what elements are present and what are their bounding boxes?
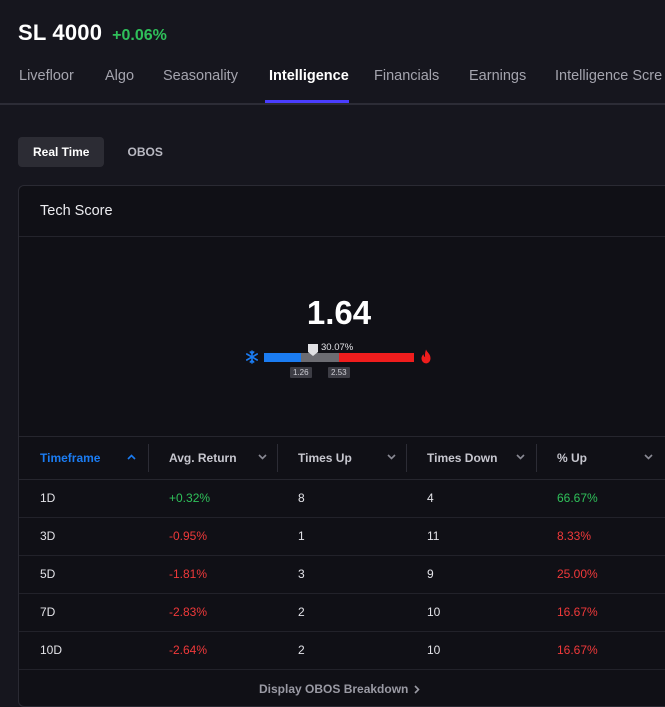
cell-pct-up: 25.00% — [557, 567, 598, 581]
tab-algo[interactable]: Algo — [105, 68, 135, 84]
cell-avg-return: -0.95% — [169, 529, 208, 543]
gauge-hot-segment — [339, 353, 414, 362]
gauge-marker-icon — [308, 344, 318, 356]
cell-pct-up: 16.67% — [557, 643, 598, 657]
cell-times-down: 10 — [427, 643, 441, 657]
cell-times-down: 9 — [427, 567, 434, 581]
cell-timeframe: 1D — [40, 491, 56, 505]
col-header-times-down[interactable]: Times Down — [427, 437, 537, 479]
gauge-low-label: 1.26 — [290, 367, 312, 378]
col-header-label: Times Up — [298, 451, 352, 465]
cell-avg-return: -2.64% — [169, 643, 208, 657]
cell-times-up: 2 — [298, 605, 305, 619]
column-separator — [148, 444, 149, 472]
cell-pct-up: 8.33% — [557, 529, 592, 543]
cell-avg-return: -2.83% — [169, 605, 208, 619]
table-row: 7D -2.83% 2 10 16.67% — [19, 594, 665, 632]
col-header-times-up[interactable]: Times Up — [298, 437, 408, 479]
col-header-label: % Up — [557, 451, 587, 465]
cell-timeframe: 7D — [40, 605, 56, 619]
gauge-cold-segment — [264, 353, 301, 362]
chevron-down-icon — [644, 454, 653, 460]
tab-intelligence[interactable]: Intelligence — [269, 68, 349, 84]
col-header-timeframe[interactable]: Timeframe — [40, 437, 147, 479]
cell-times-up: 8 — [298, 491, 305, 505]
price-change: +0.06% — [112, 27, 167, 44]
table-row: 1D +0.32% 8 4 66.67% — [19, 480, 665, 518]
flame-icon — [421, 349, 431, 364]
gauge-neutral-segment — [301, 353, 339, 362]
main-tabs: Livefloor Algo Seasonality Intelligence … — [0, 60, 665, 105]
cell-pct-up: 66.67% — [557, 491, 598, 505]
tab-seasonality[interactable]: Seasonality — [163, 68, 238, 84]
gauge-high-label: 2.53 — [328, 367, 350, 378]
ticker-header: SL 4000 +0.06% — [18, 20, 167, 46]
link-label: Display OBOS Breakdown — [259, 682, 409, 696]
tech-score-value: 1.64 — [306, 294, 372, 331]
cell-times-up: 1 — [298, 529, 305, 543]
cell-timeframe: 5D — [40, 567, 56, 581]
table-row: 10D -2.64% 2 10 16.67% — [19, 632, 665, 670]
cell-pct-up: 16.67% — [557, 605, 598, 619]
stats-table: Timeframe Avg. Return Times Up Times Dow… — [19, 436, 665, 670]
tech-score-gauge: 30.07% 1.26 2.53 — [245, 341, 435, 381]
cell-times-down: 4 — [427, 491, 434, 505]
snowflake-icon — [245, 350, 258, 364]
cell-times-down: 10 — [427, 605, 441, 619]
subtabs: Real Time OBOS — [18, 137, 178, 167]
ticker-symbol: SL 4000 — [18, 20, 103, 45]
col-header-avg-return[interactable]: Avg. Return — [169, 437, 279, 479]
tab-livefloor[interactable]: Livefloor — [19, 68, 74, 84]
subtab-real-time[interactable]: Real Time — [18, 137, 105, 167]
gauge-percent-label: 30.07% — [321, 342, 354, 353]
tab-intelligence-screener[interactable]: Intelligence Scre — [555, 68, 663, 84]
column-separator — [277, 444, 278, 472]
column-separator — [406, 444, 407, 472]
tab-earnings[interactable]: Earnings — [469, 68, 527, 84]
divider — [19, 236, 665, 237]
table-row: 3D -0.95% 1 11 8.33% — [19, 518, 665, 556]
cell-avg-return: +0.32% — [169, 491, 211, 505]
col-header-label: Times Down — [427, 451, 498, 465]
tech-score-card: Tech Score 1.64 30.07% 1.26 2.53 — [18, 185, 665, 707]
cell-times-up: 3 — [298, 567, 305, 581]
column-separator — [536, 444, 537, 472]
cell-avg-return: -1.81% — [169, 567, 208, 581]
chevron-right-icon — [414, 684, 421, 694]
chevron-down-icon — [516, 454, 525, 460]
chevron-down-icon — [387, 454, 396, 460]
table-header: Timeframe Avg. Return Times Up Times Dow… — [19, 437, 665, 480]
card-title: Tech Score — [40, 203, 113, 219]
tab-financials[interactable]: Financials — [374, 68, 440, 84]
gauge-bar — [264, 353, 414, 362]
col-header-label: Avg. Return — [169, 451, 237, 465]
cell-timeframe: 10D — [40, 643, 63, 657]
cell-times-up: 2 — [298, 643, 305, 657]
table-row: 5D -1.81% 3 9 25.00% — [19, 556, 665, 594]
active-tab-indicator — [265, 100, 349, 103]
cell-times-down: 11 — [427, 529, 440, 543]
cell-timeframe: 3D — [40, 529, 56, 543]
col-header-label: Timeframe — [40, 451, 101, 465]
col-header-pct-up[interactable]: % Up — [557, 437, 657, 479]
subtab-obos[interactable]: OBOS — [127, 145, 163, 159]
chevron-up-icon — [127, 454, 136, 460]
chevron-down-icon — [258, 454, 267, 460]
display-obos-breakdown-link[interactable]: Display OBOS Breakdown — [259, 682, 421, 696]
